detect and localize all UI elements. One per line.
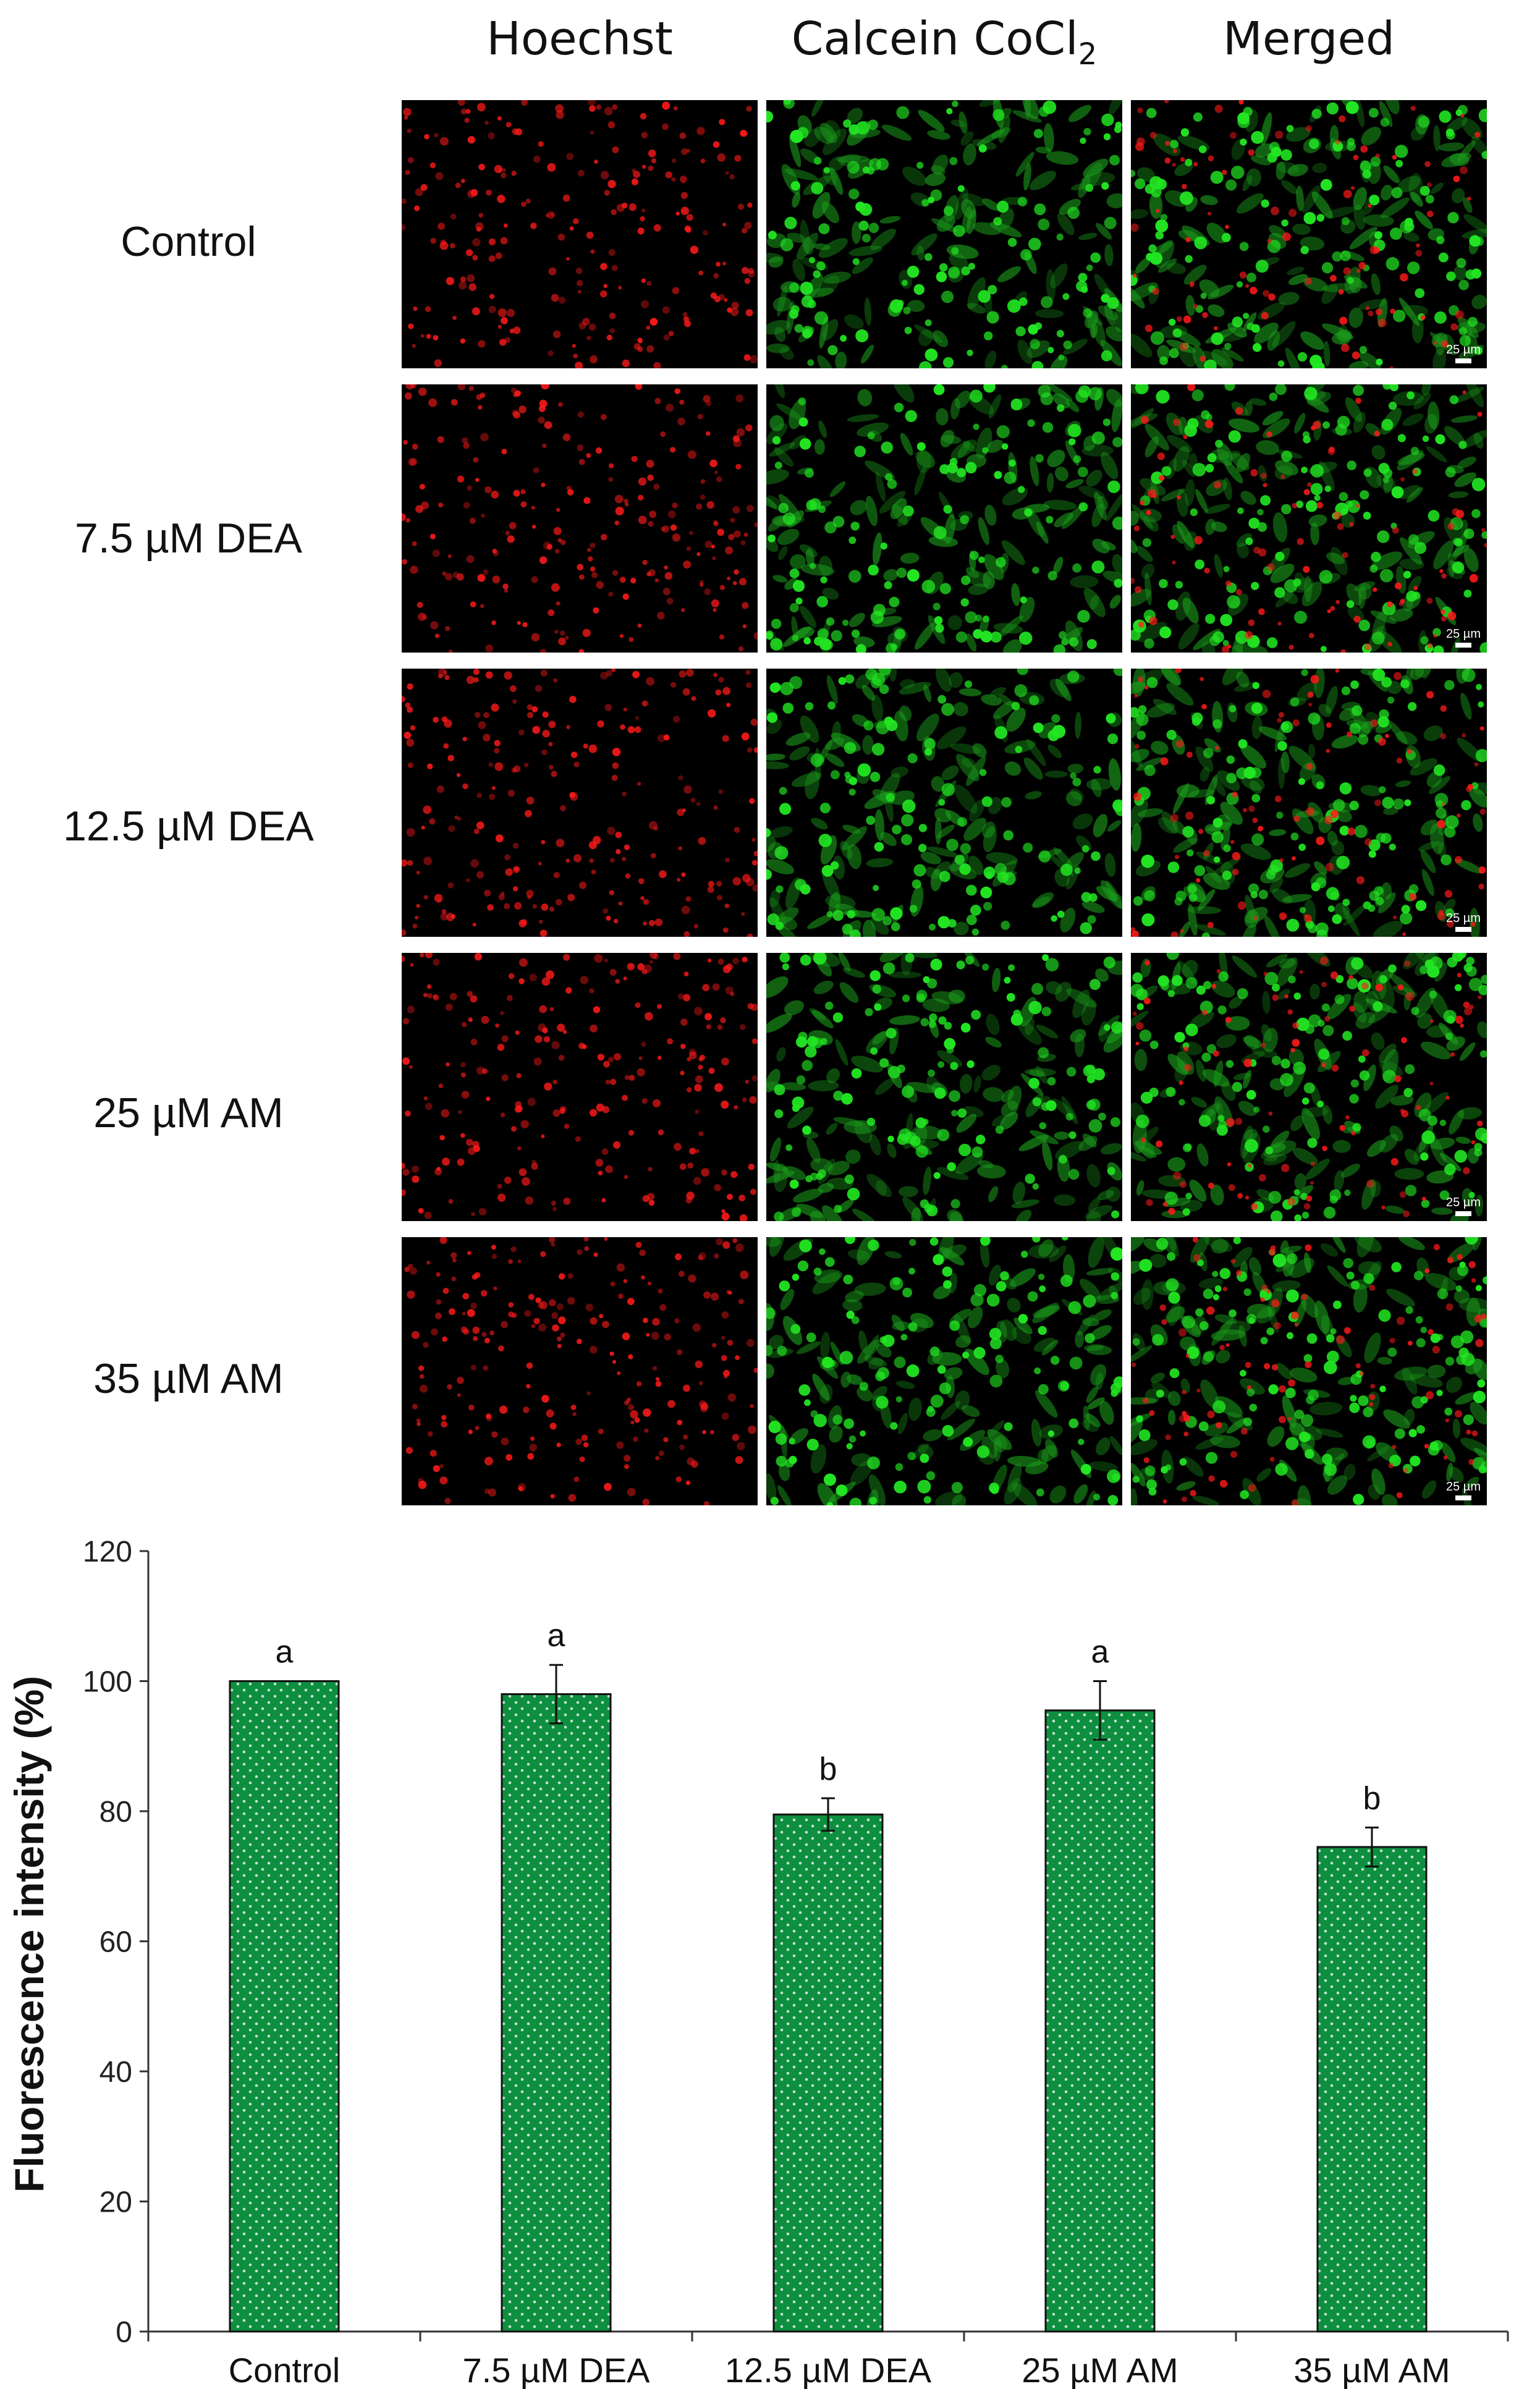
scale-bar: 25 µm [1446,344,1481,363]
scale-bar: 25 µm [1446,912,1481,932]
micrograph-merged-row-4: 25 µm [1131,953,1487,1221]
bar-pattern [1044,1709,1156,2333]
y-tick-label: 0 [116,2316,132,2349]
micrograph-hoechst-row-3 [402,669,758,937]
scale-bar-label: 25 µm [1446,627,1481,641]
column-header-calcein: Calcein CoCl2 [791,12,1098,72]
significance-label: a [276,1634,294,1670]
y-tick-label: 40 [99,2056,132,2089]
scale-bar-line [1455,643,1471,648]
y-tick-label: 20 [99,2186,132,2219]
column-header-merged: Merged [1223,12,1395,66]
bar-pattern [229,1680,340,2333]
micrograph-merged-row-5: 25 µm [1131,1237,1487,1505]
scale-bar-line [1455,358,1471,363]
scale-bar-line [1455,1495,1471,1500]
scale-bar-label: 25 µm [1446,1196,1481,1209]
bar-chart: Fluorescence intensity (%) 0 20 40 60 80 100 1… [6,1536,1509,2389]
column-header-hoechst: Hoechst [486,12,673,66]
micrograph-calcein-row-5 [766,1237,1122,1505]
micrograph-calcein-row-1 [766,100,1122,368]
x-tick-label: 35 µM AM [1293,2351,1450,2389]
micrograph-merged-row-3: 25 µm [1131,669,1487,937]
y-tick-label: 100 [83,1666,132,1699]
micrograph-hoechst-row-4 [402,953,758,1221]
micrograph-calcein-row-4 [766,953,1122,1221]
micrograph-calcein-row-2 [766,384,1122,653]
row-label-25-am: 25 µM AM [93,1089,284,1136]
scale-bar-label: 25 µm [1446,1480,1481,1494]
micrograph-hoechst-row-2 [402,384,758,653]
scale-bar-label: 25 µm [1446,343,1481,357]
bar-pattern [772,1813,884,2333]
scale-bar: 25 µm [1446,628,1481,648]
y-tick-label: 60 [99,1926,132,1959]
y-tick-label: 80 [99,1796,132,1829]
y-tick-label: 120 [83,1536,132,1568]
scale-bar-label: 25 µm [1446,911,1481,925]
x-tick-label: Control [229,2351,341,2389]
micrograph-hoechst-row-5 [402,1237,758,1505]
micrograph-hoechst-row-1 [402,100,758,368]
significance-label: a [1091,1634,1109,1670]
row-label-35-am: 35 µM AM [93,1355,284,1402]
bar-pattern [1316,1846,1428,2333]
x-tick-label: 7.5 µM DEA [462,2351,650,2389]
scale-bar-line [1455,1211,1471,1216]
bar-pattern [501,1693,612,2333]
significance-label: a [548,1618,565,1654]
x-tick-label: 25 µM AM [1022,2351,1178,2389]
significance-label: b [819,1751,837,1787]
row-label-control: Control [121,218,256,265]
micrograph-merged-row-2: 25 µm [1131,384,1487,653]
row-label-7-5-dea: 7.5 µM DEA [75,515,302,562]
micrograph-merged-row-1: 25 µm [1131,100,1487,368]
micrograph-calcein-row-3 [766,669,1122,937]
x-tick-label: 12.5 µM DEA [725,2351,932,2389]
row-label-12-5-dea: 12.5 µM DEA [63,803,314,850]
scale-bar-line [1455,927,1471,932]
significance-label: b [1363,1780,1381,1816]
scale-bar: 25 µm [1446,1481,1481,1500]
y-axis-label: Fluorescence intensity (%) [6,1676,52,2192]
scale-bar: 25 µm [1446,1196,1481,1216]
